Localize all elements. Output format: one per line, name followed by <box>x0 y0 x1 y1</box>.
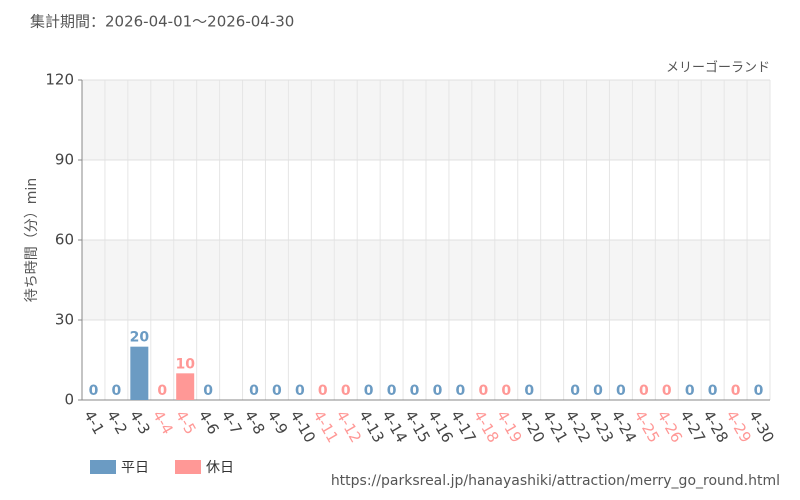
data-label: 20 <box>130 330 150 346</box>
legend-label: 休日 <box>206 460 234 476</box>
x-tick-label: 4-2 <box>103 407 131 437</box>
x-tick-label: 4-8 <box>241 407 269 437</box>
data-label: 0 <box>731 383 741 399</box>
source-url: https://parksreal.jp/hanayashiki/attract… <box>331 473 780 489</box>
data-label: 0 <box>456 383 466 399</box>
data-label: 0 <box>364 383 374 399</box>
legend-swatch <box>90 460 116 474</box>
data-label: 0 <box>295 383 305 399</box>
data-label: 0 <box>203 383 213 399</box>
legend-label: 平日 <box>121 460 149 476</box>
x-tick-label: 4-9 <box>264 407 292 437</box>
data-label: 0 <box>593 383 603 399</box>
data-label: 0 <box>570 383 580 399</box>
data-label: 0 <box>112 383 122 399</box>
y-tick-label: 120 <box>45 71 74 89</box>
data-label: 0 <box>708 383 718 399</box>
y-tick-label: 30 <box>55 311 74 329</box>
x-tick-label: 4-5 <box>172 407 200 437</box>
bar <box>176 373 195 400</box>
bar <box>130 346 149 400</box>
data-label: 0 <box>685 383 695 399</box>
data-label: 0 <box>157 383 167 399</box>
data-label: 0 <box>754 383 764 399</box>
x-tick-label: 4-4 <box>149 407 177 437</box>
data-label: 0 <box>318 383 328 399</box>
chart-title: 集計期間：2026-04-01～2026-04-30 <box>30 13 294 31</box>
data-label: 0 <box>524 383 534 399</box>
x-tick-label: 4-7 <box>218 407 246 437</box>
data-label: 0 <box>616 383 626 399</box>
data-label: 0 <box>639 383 649 399</box>
data-label: 0 <box>272 383 282 399</box>
x-tick-label: 4-6 <box>195 407 223 437</box>
data-label: 0 <box>387 383 397 399</box>
x-tick-label: 4-3 <box>126 407 154 437</box>
y-tick-label: 90 <box>55 151 74 169</box>
data-label: 0 <box>433 383 443 399</box>
y-tick-label: 60 <box>55 231 74 249</box>
data-label: 0 <box>341 383 351 399</box>
data-label: 0 <box>89 383 99 399</box>
data-label: 0 <box>249 383 259 399</box>
legend-swatch <box>175 460 201 474</box>
data-label: 0 <box>501 383 511 399</box>
data-label: 0 <box>662 383 672 399</box>
data-label: 10 <box>175 356 195 372</box>
y-axis-label: 待ち時間（分）min <box>24 178 40 302</box>
chart-subtitle: メリーゴーランド <box>666 60 770 76</box>
y-tick-label: 0 <box>64 391 74 409</box>
data-label: 0 <box>478 383 488 399</box>
x-tick-label: 4-1 <box>80 407 108 437</box>
data-label: 0 <box>410 383 420 399</box>
